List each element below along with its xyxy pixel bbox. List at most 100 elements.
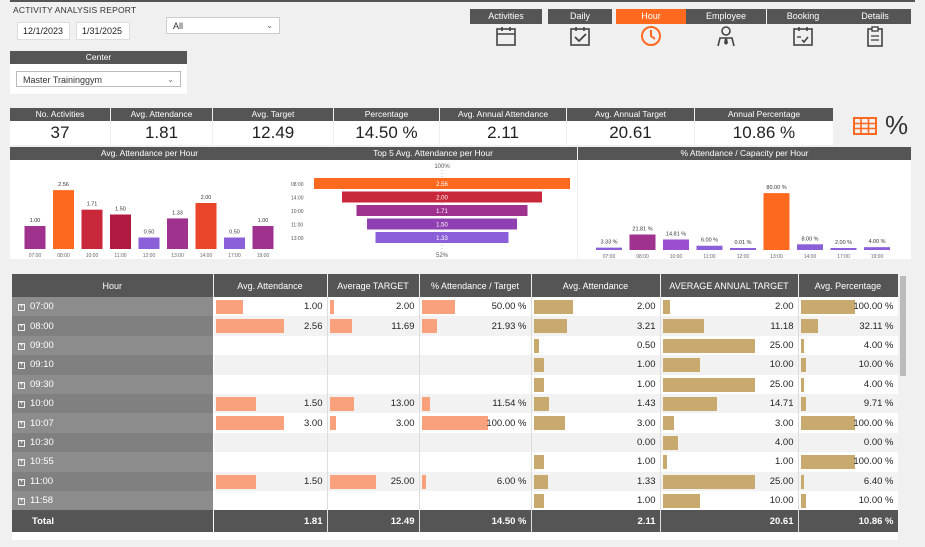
bar[interactable]: [110, 214, 131, 250]
expand-icon[interactable]: +: [18, 478, 25, 486]
tick-label: 17:00: [837, 254, 850, 259]
bar[interactable]: [252, 226, 274, 249]
bar[interactable]: [763, 193, 790, 250]
data-bar: [800, 358, 806, 373]
bar[interactable]: [224, 237, 245, 250]
table-row[interactable]: +10:30 0.00 4.00 0.00 %: [12, 432, 898, 453]
hour-cell[interactable]: +11:00: [12, 471, 214, 491]
table-row[interactable]: +10:00 1.50 13.00 11.54 % 1.43 14.71 9.71 %: [12, 393, 898, 414]
hour-cell[interactable]: +07:00: [12, 297, 214, 317]
data-bar: [215, 319, 284, 334]
hour-cell[interactable]: +09:00: [12, 335, 214, 356]
column-header[interactable]: Average TARGET: [327, 274, 420, 297]
expand-icon[interactable]: +: [18, 381, 25, 389]
expand-icon[interactable]: +: [18, 342, 25, 350]
total-label: Total: [12, 510, 214, 533]
table-row[interactable]: +11:58 1.00 10.00 10.00 %: [12, 490, 898, 511]
column-header[interactable]: Avg. Percentage: [798, 274, 898, 297]
data-bar: [800, 474, 804, 489]
cell-value: 10.00 %: [858, 495, 894, 507]
expand-icon[interactable]: +: [18, 323, 25, 331]
table-row[interactable]: +09:10 1.00 10.00 10.00 %: [12, 355, 898, 375]
bar[interactable]: [596, 247, 622, 250]
bar[interactable]: [629, 234, 656, 250]
expand-icon[interactable]: +: [18, 362, 25, 370]
table-scrollbar[interactable]: [900, 276, 906, 376]
funnel-bar[interactable]: [367, 218, 517, 230]
hour-cell[interactable]: +08:00: [12, 316, 214, 336]
bar[interactable]: [195, 203, 217, 249]
bar[interactable]: [81, 209, 103, 249]
table-row[interactable]: +09:00 0.50 25.00 4.00 %: [12, 335, 898, 356]
funnel-bar[interactable]: [314, 178, 570, 189]
expand-icon[interactable]: +: [18, 439, 25, 447]
data-bar: [533, 338, 539, 353]
booking-calendar-icon[interactable]: [791, 25, 815, 47]
total-row: Total 1.81 12.49 14.50 % 2.11 20.61 10.86 %: [12, 510, 898, 533]
employee-icon[interactable]: [714, 25, 738, 47]
hour-cell[interactable]: +11:58: [12, 490, 214, 511]
bar[interactable]: [730, 248, 756, 250]
top-rule: [10, 0, 915, 2]
expand-icon[interactable]: +: [18, 459, 25, 467]
tab-details[interactable]: Details: [839, 9, 911, 24]
funnel-bar[interactable]: [356, 205, 528, 216]
center-dropdown[interactable]: Master Traininggym ⌄: [16, 71, 181, 87]
cell-value: 11.69: [391, 320, 415, 332]
table-icon[interactable]: [853, 116, 877, 136]
data-label: 4.00 %: [868, 239, 885, 245]
calendar-icon[interactable]: [494, 25, 518, 47]
percent-icon[interactable]: %: [885, 110, 909, 140]
tab-employee[interactable]: Employee: [686, 9, 766, 24]
column-header[interactable]: Avg. Attendance: [213, 274, 328, 297]
date-from-field[interactable]: 12/1/2023: [17, 22, 70, 40]
bar[interactable]: [696, 245, 723, 250]
column-header[interactable]: % Attendance / Target: [419, 274, 532, 297]
clock-icon[interactable]: [639, 25, 663, 47]
cell-value: 1.00: [637, 359, 656, 371]
hour-cell[interactable]: +10:07: [12, 413, 214, 433]
bar[interactable]: [24, 226, 46, 249]
hour-cell[interactable]: +10:00: [12, 393, 214, 414]
bar[interactable]: [167, 218, 188, 249]
hour-cell[interactable]: +10:55: [12, 452, 214, 472]
column-header[interactable]: Hour: [12, 274, 214, 297]
center-label: Center: [10, 51, 187, 64]
tab-daily[interactable]: Daily: [548, 9, 612, 24]
kpi-value: 37: [50, 123, 70, 142]
table-row[interactable]: +11:00 1.50 25.00 6.00 % 1.33 25.00 6.40 %: [12, 471, 898, 491]
expand-icon[interactable]: +: [18, 420, 25, 428]
bar[interactable]: [830, 248, 857, 250]
hour-cell[interactable]: +09:30: [12, 374, 214, 394]
hour-cell[interactable]: +09:10: [12, 355, 214, 375]
table-row[interactable]: +10:07 3.00 3.00 100.00 % 3.00 3.00 100.00 %: [12, 413, 898, 433]
data-bar: [800, 338, 804, 353]
filter-dropdown[interactable]: All ⌄: [166, 17, 280, 34]
bar[interactable]: [797, 244, 823, 250]
hour-cell[interactable]: +10:30: [12, 432, 214, 453]
tab-booking[interactable]: Booking: [767, 9, 839, 24]
tab-activities[interactable]: Activities: [470, 9, 542, 24]
expand-icon[interactable]: +: [18, 401, 25, 409]
table-row[interactable]: +07:00 1.00 2.00 50.00 % 2.00 2.00 100.00 %: [12, 297, 898, 317]
funnel-bar[interactable]: [342, 191, 542, 203]
funnel-bar[interactable]: [375, 232, 509, 243]
bar[interactable]: [138, 237, 160, 250]
bar[interactable]: [663, 239, 689, 250]
table-row[interactable]: +09:30 1.00 25.00 4.00 %: [12, 374, 898, 394]
clipboard-icon[interactable]: [863, 25, 887, 47]
calendar-check-icon[interactable]: [568, 25, 592, 47]
column-header[interactable]: AVERAGE ANNUAL TARGET: [660, 274, 799, 297]
bar[interactable]: [864, 247, 890, 250]
funnel-top-label: 100%: [434, 164, 450, 170]
table-row[interactable]: +08:00 2.56 11.69 21.93 % 3.21 11.18 32.11 %: [12, 316, 898, 336]
bar[interactable]: [53, 190, 74, 249]
date-to-field[interactable]: 1/31/2025: [76, 22, 130, 40]
table-row[interactable]: +10:55 1.00 1.00 100.00 %: [12, 452, 898, 472]
tab-hour[interactable]: Hour: [616, 9, 686, 24]
expand-icon[interactable]: +: [18, 304, 25, 312]
column-header[interactable]: Avg. Attendance: [531, 274, 661, 297]
data-label: 14.81 %: [666, 231, 686, 237]
expand-icon[interactable]: +: [18, 498, 25, 506]
cell-value: 1.50: [304, 398, 323, 410]
